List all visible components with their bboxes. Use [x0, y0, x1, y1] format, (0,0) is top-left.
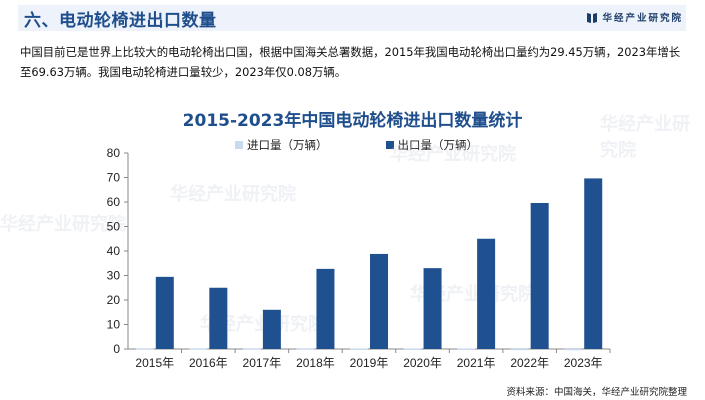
bar-import: [510, 348, 529, 351]
intro-paragraph: 中国目前已是世界上比较大的电动轮椅出口国，根据中国海关总署数据，2015年我国电…: [20, 45, 681, 79]
legend-export-label: 出口量（万辆）: [397, 138, 479, 152]
x-tick-label: 2020年: [403, 356, 442, 370]
x-tick-label: 2016年: [189, 356, 228, 370]
bar-export: [477, 238, 496, 349]
bar-export: [370, 253, 388, 349]
y-tick-label: 60: [107, 195, 121, 209]
brand: 华经产业研究院: [587, 10, 683, 24]
x-tick-label: 2019年: [350, 356, 389, 370]
bar-import: [564, 348, 583, 351]
y-tick-label: 40: [107, 244, 121, 258]
bar-export: [209, 287, 228, 349]
y-tick-label: 20: [107, 293, 121, 307]
bar-import: [350, 348, 368, 351]
bar-import: [242, 348, 261, 350]
y-tick-label: 0: [113, 342, 120, 356]
x-tick-label: 2018年: [296, 356, 335, 370]
x-tick-label: 2022年: [510, 356, 549, 370]
bar-export: [316, 268, 335, 349]
chart-legend: 进口量（万辆） 出口量（万辆）: [235, 137, 478, 153]
y-tick-label: 30: [107, 269, 121, 283]
y-tick-label: 10: [107, 318, 121, 332]
x-tick-label: 2021年: [457, 356, 496, 370]
legend-import: 进口量（万辆）: [235, 137, 328, 153]
page-title: 六、电动轮椅进出口数量: [24, 11, 217, 31]
y-tick-label: 50: [107, 220, 121, 234]
brand-name: 华经产业研究院: [602, 13, 683, 24]
bar-import: [457, 348, 476, 351]
source-note: 资料来源：中国海关，华经产业研究院整理: [506, 387, 687, 398]
legend-import-label: 进口量（万辆）: [247, 138, 328, 152]
bar-export: [155, 276, 174, 349]
y-tick-label: 80: [107, 146, 121, 160]
bar-import: [296, 348, 315, 350]
x-tick-label: 2017年: [243, 356, 282, 370]
bar-export: [262, 309, 281, 349]
x-tick-label: 2023年: [564, 356, 603, 370]
bar-import: [189, 348, 208, 350]
chart-title: 2015-2023年中国电动轮椅进出口数量统计: [182, 111, 523, 131]
bar-export: [423, 268, 442, 349]
legend-import-swatch: [235, 141, 243, 149]
brand-logo-icon: [587, 12, 598, 23]
bar-export: [530, 202, 549, 349]
x-tick-label: 2015年: [135, 356, 174, 370]
bar-import: [403, 348, 422, 351]
y-tick-label: 70: [107, 171, 121, 185]
bar-export: [584, 178, 603, 349]
header-bar: [18, 5, 686, 31]
bar-import: [135, 348, 154, 350]
legend-export: 出口量（万辆）: [385, 137, 479, 153]
legend-export-swatch: [385, 141, 394, 149]
